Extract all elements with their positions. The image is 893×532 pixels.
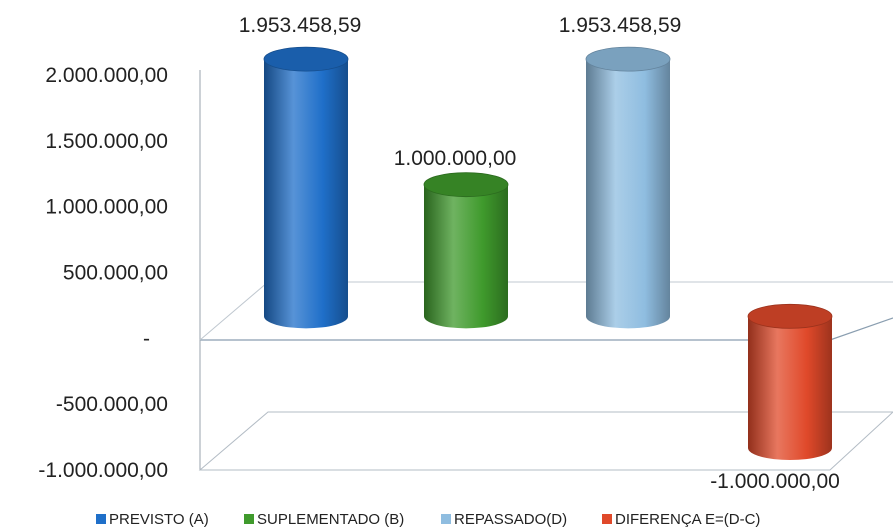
bar-1 [263, 46, 349, 329]
bars [263, 46, 833, 460]
y-axis: 2.000.000,00 1.500.000,00 1.000.000,00 500.… [38, 64, 168, 482]
bar-4 [747, 303, 833, 460]
bar-body [748, 316, 832, 460]
legend-item: SUPLEMENTADO (B) [244, 511, 404, 528]
data-label: -1.000.000,00 [710, 470, 840, 493]
floor-plane [198, 411, 893, 471]
bar-body [264, 59, 348, 329]
legend-label: SUPLEMENTADO (B) [257, 511, 404, 528]
legend-swatch [244, 514, 254, 524]
bar-3 [585, 46, 671, 329]
legend-label: PREVISTO (A) [109, 511, 209, 528]
bar-body [424, 184, 508, 329]
bar-cap [747, 303, 833, 329]
y-tick-label: 500.000,00 [63, 262, 168, 285]
legend-item: DIFERENÇA E=(D-C) [602, 511, 760, 528]
data-label: 1.953.458,59 [559, 14, 682, 37]
bar-cap [423, 172, 509, 198]
legend: PREVISTO (A) SUPLEMENTADO (B) REPASSADO(D)… [96, 511, 760, 528]
bar-body [586, 59, 670, 329]
y-tick-label: 1.500.000,00 [45, 130, 168, 153]
bar-cap [263, 46, 349, 72]
bar-cap [585, 46, 671, 72]
legend-swatch [441, 514, 451, 524]
legend-swatch [602, 514, 612, 524]
legend-item: REPASSADO(D) [441, 511, 567, 528]
legend-label: REPASSADO(D) [454, 511, 567, 528]
y-tick-label: 1.000.000,00 [45, 196, 168, 219]
data-label: 1.000.000,00 [394, 147, 517, 170]
legend-label: DIFERENÇA E=(D-C) [615, 511, 760, 528]
data-labels: 1.953.458,59 1.000.000,00 1.953.458,59 -1.0… [239, 14, 840, 493]
y-tick-label: -1.000.000,00 [38, 459, 168, 482]
legend-swatch [96, 514, 106, 524]
legend-item: PREVISTO (A) [96, 511, 209, 528]
y-tick-label: - [143, 327, 150, 350]
y-tick-label: -500.000,00 [56, 393, 168, 416]
y-tick-label: 2.000.000,00 [45, 64, 168, 87]
bar-2 [423, 172, 509, 329]
data-label: 1.953.458,59 [239, 14, 362, 37]
